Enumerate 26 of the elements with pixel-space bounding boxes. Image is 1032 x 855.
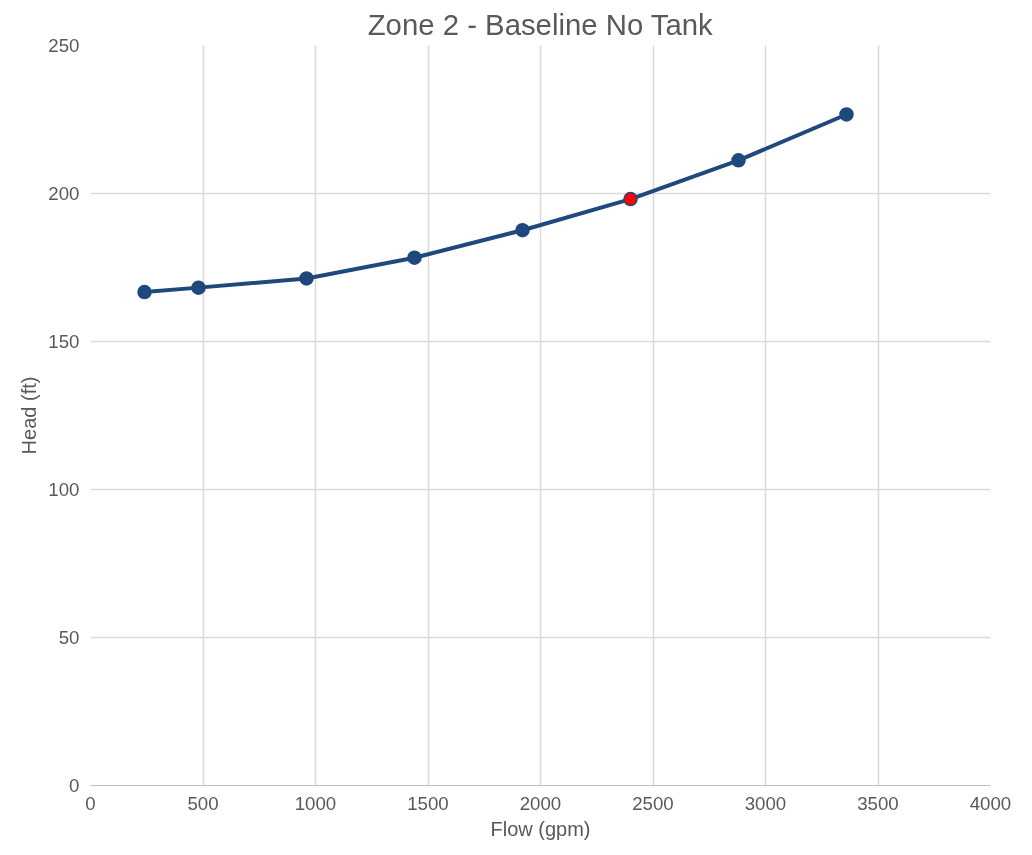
point bbox=[839, 107, 854, 122]
x-tick-label: 3500 bbox=[857, 792, 899, 814]
point bbox=[515, 222, 530, 238]
x-tick-label: 2000 bbox=[519, 792, 562, 814]
x-tick-label: 1000 bbox=[294, 792, 337, 814]
point bbox=[191, 280, 206, 295]
point bbox=[623, 191, 638, 207]
point bbox=[407, 250, 422, 265]
x-axis-title: Flow (gpm) bbox=[490, 817, 591, 840]
y-tick-label: 150 bbox=[48, 331, 80, 352]
y-tick-label: 250 bbox=[48, 35, 80, 56]
y-axis-title: Head (ft) bbox=[18, 376, 41, 455]
y-tick-label: 0 bbox=[69, 775, 80, 796]
chart-title: Zone 2 - Baseline No Tank bbox=[367, 7, 714, 41]
x-tick-label: 500 bbox=[187, 792, 219, 814]
x-tick-label: 3000 bbox=[744, 792, 787, 814]
point bbox=[731, 153, 746, 168]
y-tick-label: 50 bbox=[58, 627, 80, 648]
y-tick-label: 100 bbox=[48, 479, 80, 500]
x-tick-label: 4000 bbox=[969, 792, 1012, 814]
x-tick-label: 0 bbox=[85, 792, 96, 814]
point bbox=[299, 271, 314, 286]
y-tick-label: 200 bbox=[48, 183, 80, 204]
x-tick-label: 1500 bbox=[407, 792, 449, 814]
x-tick-label: 2500 bbox=[632, 792, 674, 814]
point bbox=[137, 284, 152, 300]
